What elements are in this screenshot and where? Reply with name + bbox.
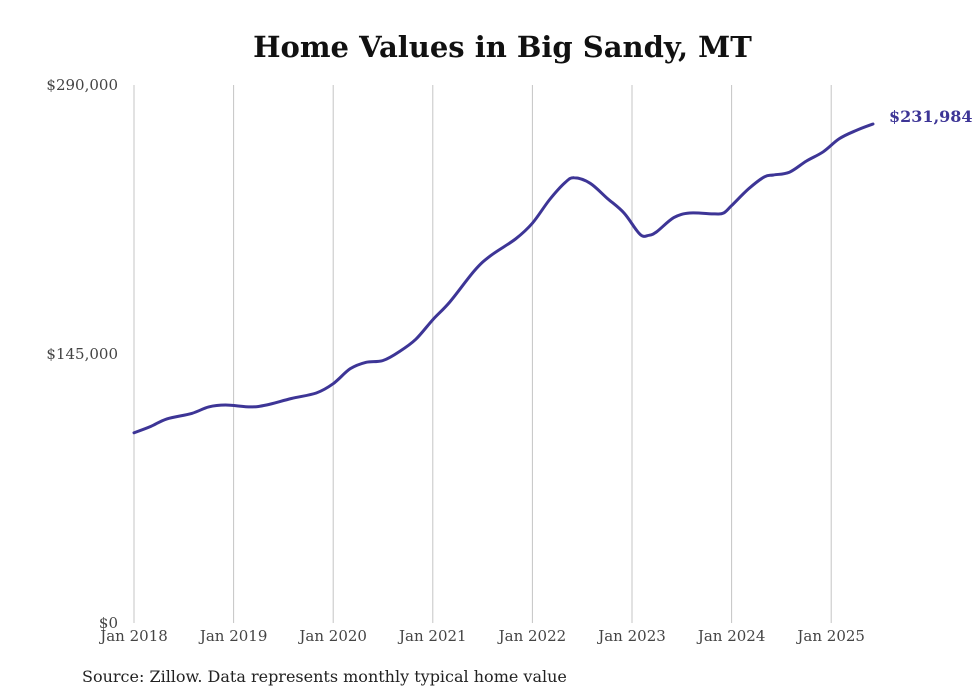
x-tick-label: Jan 2019 (198, 627, 268, 645)
x-tick-label: Jan 2018 (98, 627, 168, 645)
x-tick-label: Jan 2020 (297, 627, 367, 645)
x-tick-label: Jan 2024 (696, 627, 766, 645)
end-value-label: $231,984 (889, 107, 973, 126)
series-line-layer (132, 122, 875, 435)
end-value-label-layer: $231,984 (889, 107, 973, 126)
y-tick-label: $290,000 (46, 76, 118, 94)
x-tick-label: Jan 2021 (397, 627, 467, 645)
series-line (132, 122, 875, 435)
chart-title: Home Values in Big Sandy, MT (253, 30, 752, 64)
x-tick-label: Jan 2025 (795, 627, 865, 645)
source-note: Source: Zillow. Data represents monthly … (82, 667, 567, 686)
grid-lines (133, 85, 832, 623)
y-tick-label: $145,000 (46, 345, 118, 363)
x-tick-label: Jan 2023 (596, 627, 666, 645)
axis-labels: Jan 2018 Jan 2019 Jan 2020 Jan 2021 Jan 2022… (46, 76, 865, 645)
y-tick-label: $0 (99, 614, 118, 632)
x-tick-label: Jan 2022 (497, 627, 567, 645)
